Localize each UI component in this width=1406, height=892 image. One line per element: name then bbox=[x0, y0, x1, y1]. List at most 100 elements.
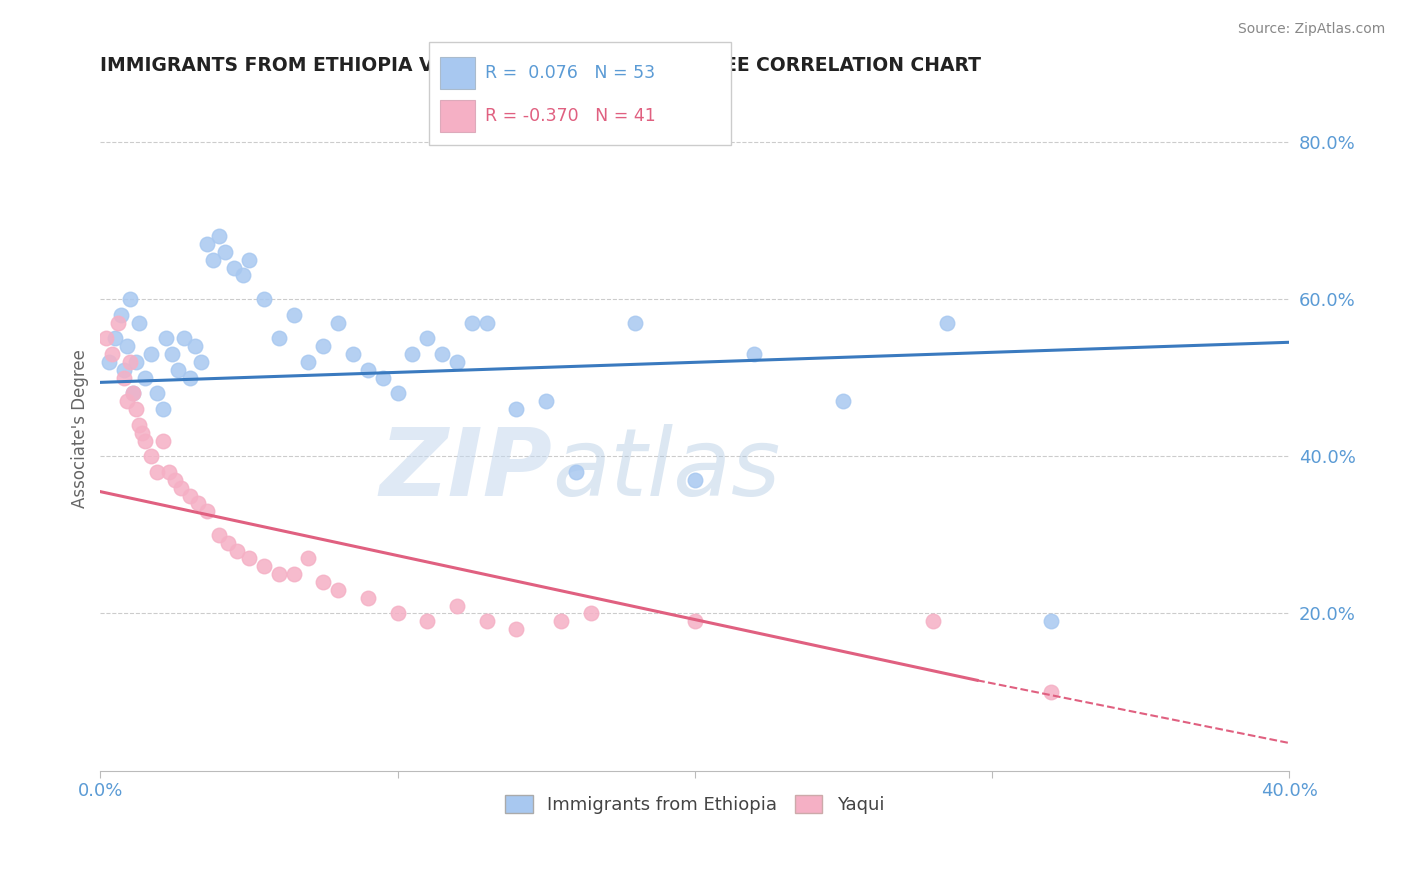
Point bbox=[224, 260, 246, 275]
Point bbox=[253, 292, 276, 306]
Legend: Immigrants from Ethiopia, Yaqui: Immigrants from Ethiopia, Yaqui bbox=[496, 786, 893, 823]
Point bbox=[238, 252, 260, 267]
Point bbox=[446, 355, 468, 369]
Point bbox=[122, 386, 145, 401]
Point bbox=[139, 347, 162, 361]
Point bbox=[110, 308, 132, 322]
Point bbox=[120, 355, 142, 369]
Point bbox=[505, 622, 527, 636]
Point bbox=[184, 339, 207, 353]
Point bbox=[446, 599, 468, 613]
Point bbox=[579, 607, 602, 621]
Point bbox=[534, 394, 557, 409]
Point bbox=[146, 465, 169, 479]
Text: atlas: atlas bbox=[553, 425, 780, 516]
Point bbox=[232, 268, 254, 283]
Point bbox=[112, 363, 135, 377]
Point bbox=[208, 528, 231, 542]
Point bbox=[96, 331, 118, 345]
Point bbox=[120, 292, 142, 306]
Point bbox=[190, 355, 212, 369]
Point bbox=[169, 481, 191, 495]
Text: IMMIGRANTS FROM ETHIOPIA VS YAQUI ASSOCIATE'S DEGREE CORRELATION CHART: IMMIGRANTS FROM ETHIOPIA VS YAQUI ASSOCI… bbox=[100, 55, 981, 74]
Point bbox=[387, 607, 409, 621]
Point bbox=[742, 347, 765, 361]
Point bbox=[128, 316, 150, 330]
Point bbox=[208, 229, 231, 244]
Point bbox=[387, 386, 409, 401]
Point bbox=[1040, 685, 1063, 699]
Point bbox=[122, 386, 145, 401]
Point bbox=[104, 331, 127, 345]
Point bbox=[125, 402, 148, 417]
Point bbox=[297, 355, 319, 369]
Point bbox=[550, 615, 572, 629]
Point bbox=[160, 347, 183, 361]
Text: ZIP: ZIP bbox=[380, 424, 553, 516]
Point bbox=[342, 347, 364, 361]
Point bbox=[155, 331, 177, 345]
Point bbox=[357, 363, 380, 377]
Point bbox=[267, 331, 290, 345]
Point bbox=[430, 347, 453, 361]
Point bbox=[238, 551, 260, 566]
Point bbox=[565, 465, 588, 479]
Point bbox=[461, 316, 484, 330]
Point bbox=[217, 535, 239, 549]
Point bbox=[139, 450, 162, 464]
Point bbox=[125, 355, 148, 369]
Point bbox=[624, 316, 647, 330]
Point bbox=[195, 237, 218, 252]
Point bbox=[326, 582, 349, 597]
Point bbox=[312, 575, 335, 590]
Point bbox=[112, 370, 135, 384]
Point bbox=[187, 496, 209, 510]
Point bbox=[475, 316, 498, 330]
Point bbox=[283, 567, 305, 582]
Point bbox=[152, 402, 174, 417]
Point bbox=[416, 331, 439, 345]
Point bbox=[152, 434, 174, 448]
Point bbox=[832, 394, 855, 409]
Point bbox=[683, 615, 706, 629]
Point bbox=[134, 434, 156, 448]
Point bbox=[416, 615, 439, 629]
Point bbox=[179, 370, 201, 384]
Point bbox=[214, 244, 236, 259]
Point bbox=[326, 316, 349, 330]
Point bbox=[253, 559, 276, 574]
Point bbox=[195, 504, 218, 518]
Point bbox=[371, 370, 394, 384]
Point bbox=[131, 425, 153, 440]
Point bbox=[115, 394, 138, 409]
Point bbox=[128, 417, 150, 432]
Point bbox=[146, 386, 169, 401]
Point bbox=[936, 316, 959, 330]
Point bbox=[475, 615, 498, 629]
Point bbox=[98, 355, 121, 369]
Point bbox=[267, 567, 290, 582]
Point bbox=[157, 465, 180, 479]
Point bbox=[115, 339, 138, 353]
Point bbox=[226, 543, 249, 558]
Point bbox=[357, 591, 380, 605]
Point bbox=[401, 347, 423, 361]
Point bbox=[107, 316, 129, 330]
Point bbox=[505, 402, 527, 417]
Point bbox=[312, 339, 335, 353]
Point bbox=[283, 308, 305, 322]
Point bbox=[297, 551, 319, 566]
Point bbox=[101, 347, 124, 361]
Point bbox=[202, 252, 225, 267]
Text: R = -0.370   N = 41: R = -0.370 N = 41 bbox=[485, 107, 655, 125]
Point bbox=[179, 489, 201, 503]
Point bbox=[163, 473, 186, 487]
Text: R =  0.076   N = 53: R = 0.076 N = 53 bbox=[485, 64, 655, 82]
Point bbox=[166, 363, 188, 377]
Point bbox=[173, 331, 195, 345]
Point bbox=[134, 370, 156, 384]
Point bbox=[921, 615, 943, 629]
Y-axis label: Associate's Degree: Associate's Degree bbox=[72, 350, 89, 508]
Point bbox=[683, 473, 706, 487]
Point bbox=[1040, 615, 1063, 629]
